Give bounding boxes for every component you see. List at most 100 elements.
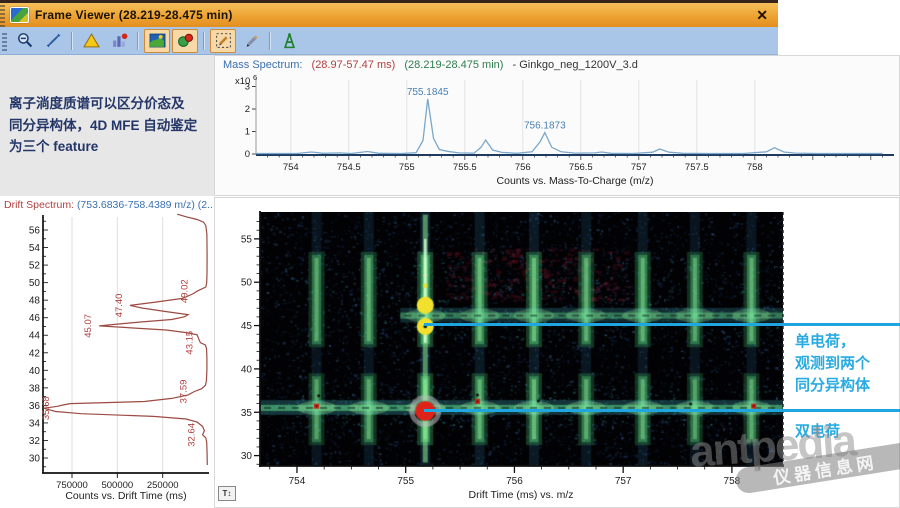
heatmap-x-tick-label: 755 <box>397 476 414 487</box>
drift-mz-range: (753.6836-758.4389 m/z) <box>76 199 195 211</box>
drift-y-tick-label: 50 <box>29 278 41 289</box>
toolbar-grip <box>2 30 7 51</box>
drift-y-tick-label: 54 <box>29 243 41 254</box>
drift-vs-mz-heatmap[interactable] <box>260 212 783 466</box>
warning-button[interactable] <box>78 29 104 53</box>
compass-icon <box>283 33 295 49</box>
warning-triangle-icon <box>82 33 100 48</box>
double-charge-label: 双电荷 <box>795 423 841 440</box>
single-charge-label: 单电荷， 观测到两个 同分异构体 <box>795 333 871 394</box>
mass-y-scale-label: x10 <box>235 76 250 87</box>
mass-x-tick-label: 757 <box>631 162 647 173</box>
mass-y-tick-label: 3 <box>245 82 250 93</box>
drift-spectrum-header: Drift Spectrum: (753.6836-758.4389 m/z) … <box>4 199 212 211</box>
drift-x-axis-label: Counts vs. Drift Time (ms) <box>65 490 186 502</box>
select-region-pencil-icon <box>215 33 231 48</box>
drift-y-tick-label: 42 <box>29 348 41 359</box>
drift-y-tick-label: 34 <box>29 418 41 429</box>
compass-tool-button[interactable] <box>276 29 302 53</box>
pencil-icon <box>246 35 258 47</box>
heatmap-x-tick-label: 756 <box>506 476 523 487</box>
close-button[interactable]: ✕ <box>756 7 768 23</box>
heatmap-y-tick-label: 50 <box>241 278 253 289</box>
double-charge-callout-line <box>424 409 900 412</box>
mass-spectrum-label: Mass Spectrum: <box>223 59 303 71</box>
mass-spectrum-panel: Mass Spectrum: (28.97-57.47 ms) (28.219-… <box>214 55 900 196</box>
drift-peak-label: 47.40 <box>114 294 125 318</box>
left-note-panel: 离子淌度质谱可以区分价态及 同分异构体，4D MFE 自动鉴定 为三个 feat… <box>0 55 214 196</box>
mass-y-tick-label: 1 <box>245 127 250 138</box>
drift-peak-label: 37.59 <box>178 380 189 404</box>
mass-x-tick-label: 756 <box>515 162 531 173</box>
axis-link-icon[interactable]: T↕ <box>218 486 236 501</box>
mass-x-tick-label: 754 <box>283 162 299 173</box>
drift-spectrum-panel: Drift Spectrum: (753.6836-758.4389 m/z) … <box>0 197 214 508</box>
drift-range-truncated: (2.. <box>197 199 212 211</box>
drift-x-tick-label: 750000 <box>56 480 88 491</box>
heatmap-y-tick-label: 40 <box>241 364 253 375</box>
drift-y-tick-label: 44 <box>29 331 41 342</box>
single-charge-callout-line <box>424 323 900 326</box>
drift-y-tick-label: 40 <box>29 366 41 377</box>
toolbar-separator <box>137 31 139 50</box>
toolbar-separator <box>71 31 73 50</box>
drift-x-tick-label: 250000 <box>147 480 179 491</box>
mass-spectrum-plot[interactable]: 754 754.5 755 755.5 756 756.5 757 757.5 758 0 1 2 3 7… <box>215 56 899 195</box>
histogram-feature-button[interactable] <box>106 29 132 53</box>
mass-x-tick-label: 755.5 <box>453 162 477 173</box>
drift-y-tick-label: 32 <box>29 436 41 447</box>
mass-file-name: - Ginkgo_neg_1200V_3.d <box>512 59 638 71</box>
expand-arrows-icon <box>46 33 60 48</box>
heatmap-x-tick-label: 754 <box>289 476 306 487</box>
mass-x-tick-label: 756.5 <box>569 162 593 173</box>
drift-y-tick-label: 30 <box>29 454 41 465</box>
mass-x-tick-label: 757.5 <box>685 162 709 173</box>
mass-y-tick-label: 2 <box>245 104 250 115</box>
heatmap-view-icon <box>149 33 165 48</box>
heatmap-x-tick-label: 757 <box>615 476 632 487</box>
heatmap-view-button[interactable] <box>144 28 170 53</box>
mass-x-axis-label: Counts vs. Mass-To-Charge (m/z) <box>497 175 654 187</box>
mass-ms-range: (28.97-57.47 ms) <box>311 59 396 71</box>
drift-x-tick-label: 500000 <box>101 480 133 491</box>
drift-peak-label: 32.64 <box>187 423 198 447</box>
drift-spectrum-plot[interactable]: 30 32 34 36 38 40 42 44 46 48 50 52 54 56 750000 500000… <box>0 197 214 508</box>
drift-y-tick-label: 38 <box>29 383 41 394</box>
heatmap-y-tick-label: 45 <box>241 321 253 332</box>
mass-spectrum-trace <box>256 98 883 155</box>
mass-min-range: (28.219-28.475 min) <box>404 59 504 71</box>
heatmap-x-axis-label: Drift Time (ms) vs. m/z <box>469 489 574 501</box>
drift-y-tick-label: 56 <box>29 226 41 237</box>
drift-spectrum-trace <box>43 213 208 466</box>
ims-note-text: 离子淌度质谱可以区分价态及 同分异构体，4D MFE 自动鉴定 为三个 feat… <box>9 96 198 155</box>
select-region-button[interactable] <box>210 28 236 53</box>
app-icon <box>10 7 29 23</box>
toolbar <box>0 27 778 55</box>
feature-circles-button[interactable] <box>172 28 198 53</box>
drift-spectrum-label: Drift Spectrum: <box>4 199 75 211</box>
drift-peak-label: 35.68 <box>41 396 52 420</box>
drift-y-tick-label: 48 <box>29 296 41 307</box>
mass-y-scale-exp: 6 <box>253 73 257 82</box>
draw-pencil-button[interactable] <box>238 29 264 53</box>
histogram-red-dot-icon <box>112 33 127 47</box>
drift-y-tick-label: 52 <box>29 261 41 272</box>
fit-expand-button[interactable] <box>40 29 66 53</box>
zoom-out-button[interactable] <box>12 29 38 53</box>
mass-x-tick-label: 758 <box>747 162 763 173</box>
window-title: Frame Viewer (28.219-28.475 min) <box>35 8 233 22</box>
heatmap-y-tick-label: 35 <box>241 408 253 419</box>
mass-y-tick-label: 0 <box>245 149 250 160</box>
toolbar-separator <box>203 31 205 50</box>
titlebar-grip <box>0 3 5 27</box>
drift-peak-label: 45.07 <box>83 314 94 338</box>
mass-x-tick-label: 755 <box>399 162 415 173</box>
feature-circles-icon <box>177 33 193 47</box>
mass-peak-label: 756.1873 <box>524 121 566 132</box>
heatmap-y-tick-label: 30 <box>241 451 253 462</box>
title-bar[interactable]: Frame Viewer (28.219-28.475 min) ✕ <box>0 0 778 27</box>
mass-spectrum-header: Mass Spectrum: (28.97-57.47 ms) (28.219-… <box>223 59 644 71</box>
zoom-out-icon <box>17 33 32 48</box>
drift-y-tick-label: 46 <box>29 313 41 324</box>
